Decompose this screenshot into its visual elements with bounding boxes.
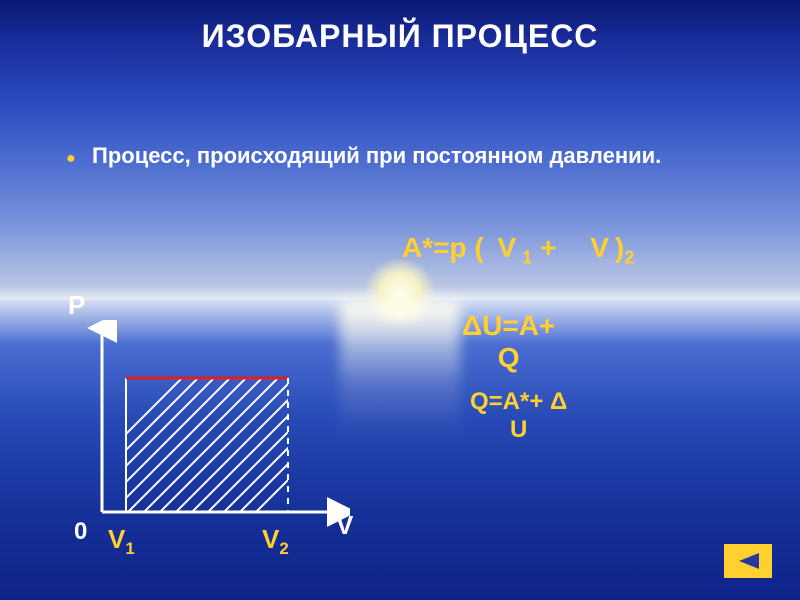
definition-text: Процесс, происходящий при постоянном дав… xyxy=(92,142,702,171)
label-v1: V1 xyxy=(108,524,135,559)
axis-origin-zero: 0 xyxy=(74,518,87,546)
formula-work-v2: V xyxy=(564,232,615,264)
pv-chart-svg xyxy=(70,320,350,530)
formula-work-pre: A*=p ( xyxy=(402,232,484,263)
formula-work-plus: + xyxy=(540,232,564,263)
label-v2: V2 xyxy=(262,524,289,559)
page-title: ИЗОБАРНЫЙ ПРОЦЕСС xyxy=(0,18,800,55)
formula-du-line2: Q xyxy=(462,342,555,374)
formula-work-v2-sym: V xyxy=(590,232,609,263)
label-v1-sub: 1 xyxy=(125,539,134,558)
formula-work-v1: V xyxy=(491,232,522,264)
formula-work-sub1: 1 xyxy=(522,248,532,268)
formula-du: ΔU=A+ Q xyxy=(462,310,555,374)
formula-du-line1: ΔU=A+ xyxy=(462,310,555,342)
axis-label-v: V xyxy=(336,510,353,541)
label-v2-sym: V xyxy=(262,524,279,554)
slide-root: ИЗОБАРНЫЙ ПРОЦЕСС ● Процесс, происходящи… xyxy=(0,0,800,600)
pv-chart xyxy=(70,320,350,540)
axis-label-p: P xyxy=(68,290,85,321)
nav-back-button[interactable] xyxy=(724,544,772,578)
formula-q: Q=A*+ Δ U xyxy=(470,388,567,443)
formula-work-v1-sym: V xyxy=(497,232,516,263)
formula-work: A*=p ( V 1 + V )2 xyxy=(402,232,634,269)
formula-q-line2: U xyxy=(470,416,567,444)
formula-work-sub2: 2 xyxy=(624,248,634,268)
bullet-icon: ● xyxy=(66,150,76,168)
triangle-left-icon xyxy=(733,551,763,571)
formula-q-line1: Q=A*+ Δ xyxy=(470,388,567,416)
work-area-hatch xyxy=(70,320,350,530)
label-v1-sym: V xyxy=(108,524,125,554)
label-v2-sub: 2 xyxy=(279,539,288,558)
formula-work-post: ) xyxy=(615,232,624,263)
background-glare xyxy=(340,300,460,440)
